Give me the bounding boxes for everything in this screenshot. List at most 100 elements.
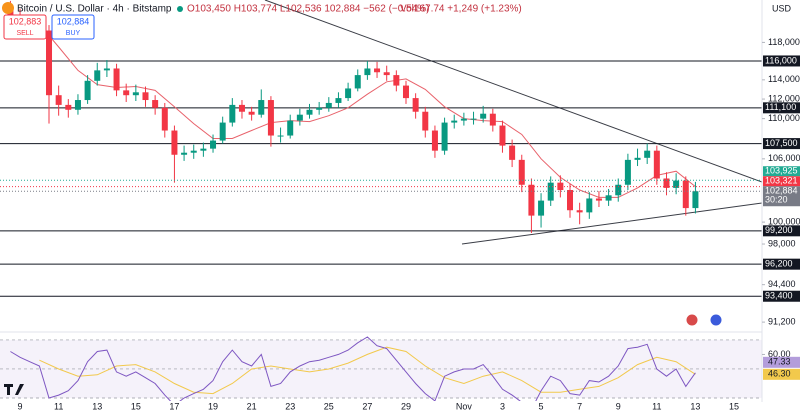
rsi-ma-line <box>39 346 696 395</box>
x-tick-label: 11 <box>652 401 661 411</box>
buy-button[interactable] <box>51 14 95 40</box>
candle-body <box>595 198 602 201</box>
x-tick-label: 7 <box>577 401 582 411</box>
candle-body <box>219 122 226 141</box>
candle-body <box>74 100 81 110</box>
level-label-box <box>763 138 800 150</box>
rsi-tick-label: 60.00 <box>768 349 791 359</box>
candle-body <box>325 102 332 108</box>
candle-body <box>190 150 197 153</box>
candle-body <box>181 152 188 155</box>
candle-body <box>431 130 438 151</box>
buy-price: 102,884 <box>57 16 90 26</box>
x-tick-label: 13 <box>92 401 102 411</box>
x-tick-label: Nov <box>456 401 473 411</box>
sell-label: SELL <box>16 30 33 37</box>
event-icon[interactable] <box>685 313 699 327</box>
currency: USD <box>772 3 792 13</box>
candle-body <box>624 159 631 185</box>
price-label: 103,925 <box>765 166 798 176</box>
level-label-box <box>763 102 800 114</box>
event-icon[interactable] <box>709 313 723 327</box>
trend-line <box>264 0 762 183</box>
candle-body <box>576 210 583 213</box>
level-label: 111,100 <box>765 102 796 112</box>
level-label: 107,500 <box>765 138 798 148</box>
buy-label: BUY <box>66 30 81 37</box>
sell-button[interactable] <box>3 14 47 40</box>
candle-body <box>480 113 487 119</box>
candle-body <box>84 80 91 101</box>
x-tick-label: 29 <box>401 401 411 411</box>
moving-average <box>39 23 696 198</box>
x-tick-label: 15 <box>729 401 739 411</box>
header: Bitcoin / U.S. Dollar · 4h · Bitstamp O1… <box>2 2 723 395</box>
candle-body <box>277 135 284 137</box>
candle-body <box>412 98 419 112</box>
x-tick-label: 19 <box>208 401 218 411</box>
candle-body <box>46 30 53 96</box>
candle-body <box>287 120 294 136</box>
countdown: 30:20 <box>765 195 788 205</box>
level-label-box <box>763 225 800 237</box>
candle-body <box>200 148 207 151</box>
y-tick-label: 106,000 <box>768 153 800 163</box>
candle-body <box>335 98 342 103</box>
x-tick-label: 9 <box>18 401 23 411</box>
candle-body <box>673 180 680 188</box>
price-label: 102,884 <box>765 186 798 196</box>
level-label-box <box>763 258 800 270</box>
y-tick-label: 100,000 <box>768 216 800 226</box>
level-label: 93,400 <box>765 291 793 301</box>
candle-body <box>528 184 535 216</box>
candle-body <box>258 100 265 115</box>
candle-body <box>142 92 149 101</box>
x-tick-label: 27 <box>362 401 372 411</box>
price-label-box <box>763 166 800 177</box>
trend-line <box>461 202 762 245</box>
candle-body <box>402 85 409 99</box>
candle-body <box>354 75 361 89</box>
x-tick-label: 23 <box>285 401 295 411</box>
candle-body <box>692 191 699 209</box>
sell-price: 102,883 <box>9 16 42 26</box>
x-tick-label: 15 <box>131 401 141 411</box>
candle-body <box>605 195 612 201</box>
level-label: 99,200 <box>765 225 793 235</box>
candle-body <box>113 68 120 91</box>
x-tick-label: 3 <box>500 401 505 411</box>
level-label-box <box>763 55 800 67</box>
candle-body <box>499 125 506 146</box>
candle-body <box>316 107 323 110</box>
candle-body <box>383 72 390 76</box>
price-axis: USD 118,000 114,000 112,000 110,000 106,000 1… <box>761 0 800 413</box>
y-tick-label: 91,200 <box>768 316 796 326</box>
candle-body <box>634 157 641 160</box>
candle-body <box>441 122 448 151</box>
candle-body <box>470 118 477 120</box>
candle-body <box>296 114 303 121</box>
level-label: 96,200 <box>765 259 793 269</box>
rsi-value-box <box>763 356 800 368</box>
rsi-value-label: 46.30 <box>768 369 791 379</box>
candle-body <box>229 104 236 123</box>
x-tick-label: 17 <box>169 401 179 411</box>
candle-body <box>615 184 622 196</box>
candle-body <box>238 104 245 112</box>
candle-body <box>248 111 255 115</box>
candle-body <box>374 68 381 73</box>
candle-body <box>364 68 371 76</box>
candle-body <box>65 104 72 110</box>
x-tick-label: 11 <box>54 401 63 411</box>
candle-body <box>538 200 545 216</box>
level-label: 116,000 <box>765 55 797 65</box>
y-tick-label: 98,000 <box>768 238 796 248</box>
x-tick-label: 21 <box>247 401 257 411</box>
candle-body <box>451 120 458 123</box>
price-label-box <box>763 186 800 207</box>
candle-body <box>210 140 217 149</box>
candle-body <box>123 90 130 96</box>
candle-body <box>653 150 660 179</box>
candle-body <box>94 70 101 81</box>
rsi-value-label: 47.33 <box>768 357 791 367</box>
